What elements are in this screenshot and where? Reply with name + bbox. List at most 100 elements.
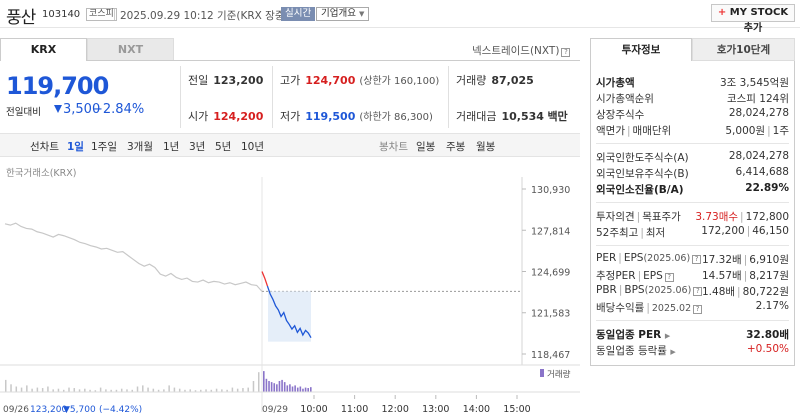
dividend-label: 배당수익률 (596, 302, 645, 314)
candle-daily[interactable]: 일봉 (416, 141, 436, 153)
bps-label: BPS (624, 284, 645, 296)
line-chart-label: 선차트 (30, 141, 59, 153)
period-3y[interactable]: 3년 (189, 141, 206, 153)
volume-bar (270, 382, 273, 392)
tab-krx[interactable]: KRX (0, 38, 87, 61)
volume-bar (57, 388, 60, 392)
volume-bar (252, 381, 255, 392)
eps-label: EPS (623, 252, 644, 264)
help-icon[interactable]: ? (692, 255, 702, 264)
volume-bar (126, 389, 128, 392)
volume-legend-label: 거래량 (547, 369, 571, 380)
volume-bar (84, 388, 86, 392)
nextrade-link[interactable]: 넥스트레이드(NXT)? (472, 43, 571, 58)
tab-underline (87, 60, 580, 61)
low-value: 119,500 (305, 110, 356, 123)
opinion-value: 3.73매수 (695, 211, 739, 223)
volume-bar (131, 389, 133, 392)
volume-bar (89, 389, 91, 392)
help-icon[interactable]: ? (561, 48, 571, 57)
down-triangle-icon (54, 105, 62, 113)
stock-name: 풍산 (6, 8, 36, 28)
candle-chart-label: 봉차트 (379, 141, 408, 153)
lower-limit: (하한가 86,300) (359, 112, 433, 123)
volume-bar (200, 389, 202, 392)
volume-bar (278, 381, 281, 392)
nextrade-label: 넥스트레이드(NXT) (472, 45, 560, 57)
foreign-ratio-value: 22.89% (745, 182, 789, 194)
period-5y[interactable]: 5년 (215, 141, 232, 153)
volume-bar (147, 387, 149, 392)
volume-bar (291, 386, 294, 392)
week52-low-value: 46,150 (752, 225, 789, 237)
today-line (266, 285, 312, 339)
listed-shares-value: 28,024,278 (728, 107, 789, 119)
x-tick-label: 13:00 (422, 404, 449, 415)
divider (596, 320, 789, 321)
bps-value: 80,722원 (742, 286, 789, 298)
x-tick-label: 15:00 (503, 404, 530, 415)
volume-bar (221, 389, 223, 392)
x-tick-label: 12:00 (382, 404, 409, 415)
help-icon[interactable]: ? (664, 273, 674, 282)
industry-per-value: 32.80배 (746, 329, 789, 341)
info-tabs: 투자정보 호가10단계 (590, 38, 795, 61)
volume-bar (242, 388, 244, 392)
help-icon[interactable]: ? (693, 287, 703, 296)
volume-bar (294, 385, 296, 392)
volume-bar (268, 381, 270, 392)
volume-bar (173, 387, 176, 392)
volume-bar (178, 388, 181, 392)
x-tick-label: 10:00 (300, 404, 327, 415)
trade-value-label: 거래대금 (456, 110, 497, 123)
company-info-label: 기업개요 (321, 8, 356, 19)
volume-bar (62, 389, 65, 392)
divider (596, 143, 789, 144)
price-chart[interactable]: 130,930 127,814 124,699 121,583 118,467 거래량 09… (0, 167, 580, 419)
add-mystock-label: MY STOCK 추가 (729, 7, 789, 34)
candle-weekly[interactable]: 주봉 (446, 141, 466, 153)
tab-nxt[interactable]: NXT (87, 38, 174, 61)
target-price-label: 목표주가 (642, 211, 681, 223)
candle-monthly[interactable]: 월봉 (476, 141, 496, 153)
period-1y[interactable]: 1년 (163, 141, 180, 153)
trade-value-unit: 백만 (547, 110, 568, 123)
low-label: 저가 (280, 110, 301, 123)
divider (596, 245, 789, 246)
quote-datetime: 2025.09.29 10:12 기준(KRX 장중) (120, 10, 289, 22)
volume-bar (258, 372, 260, 392)
week52-low-label: 최저 (645, 227, 666, 239)
par-value: 5,000원 (725, 125, 766, 137)
low-price: 저가 119,500 (하한가 86,300) (280, 108, 433, 124)
est-per-value: 14.57배 (701, 270, 742, 282)
market-badge: 코스피 (86, 8, 117, 21)
chevron-right-icon: ▶ (670, 348, 676, 356)
prev-close: 전일 123,200 (188, 72, 263, 88)
volume-bar (226, 389, 228, 392)
pbr-label: PBR (596, 284, 617, 296)
volume-bar (105, 389, 107, 392)
eps-value: 6,910원 (749, 254, 789, 266)
add-mystock-button[interactable]: + MY STOCK 추가 (711, 4, 795, 34)
tab-invest-info[interactable]: 투자정보 (590, 38, 692, 61)
today-area (268, 291, 311, 342)
volume-bar (231, 387, 234, 392)
market-tabs: KRX NXT (0, 38, 174, 61)
volume-bar (205, 389, 207, 392)
volume-bar (310, 387, 312, 392)
period-1d[interactable]: 1일 (67, 141, 84, 153)
tab-orderbook[interactable]: 호가10단계 (692, 38, 795, 61)
volume-value: 87,025 (491, 74, 534, 87)
period-bar: 선차트 1일 1주일 3개월 1년 3년 5년 10년 봉차트 일봉 주봉 월봉 (0, 133, 580, 157)
volume-bar (236, 388, 239, 392)
period-1w[interactable]: 1주일 (91, 141, 118, 153)
help-icon[interactable]: ? (693, 305, 703, 314)
company-info-dropdown[interactable]: 기업개요 ▼ (316, 7, 370, 21)
divider (596, 202, 789, 203)
period-3m[interactable]: 3개월 (127, 141, 154, 153)
realtime-button[interactable]: 실시간 (281, 7, 316, 21)
period-10y[interactable]: 10년 (241, 141, 265, 153)
prev-day-change-label: ▼5,700 (63, 405, 96, 415)
divider (448, 66, 449, 128)
foreign-limit-label: 외국인한도주식수(A) (596, 152, 689, 164)
